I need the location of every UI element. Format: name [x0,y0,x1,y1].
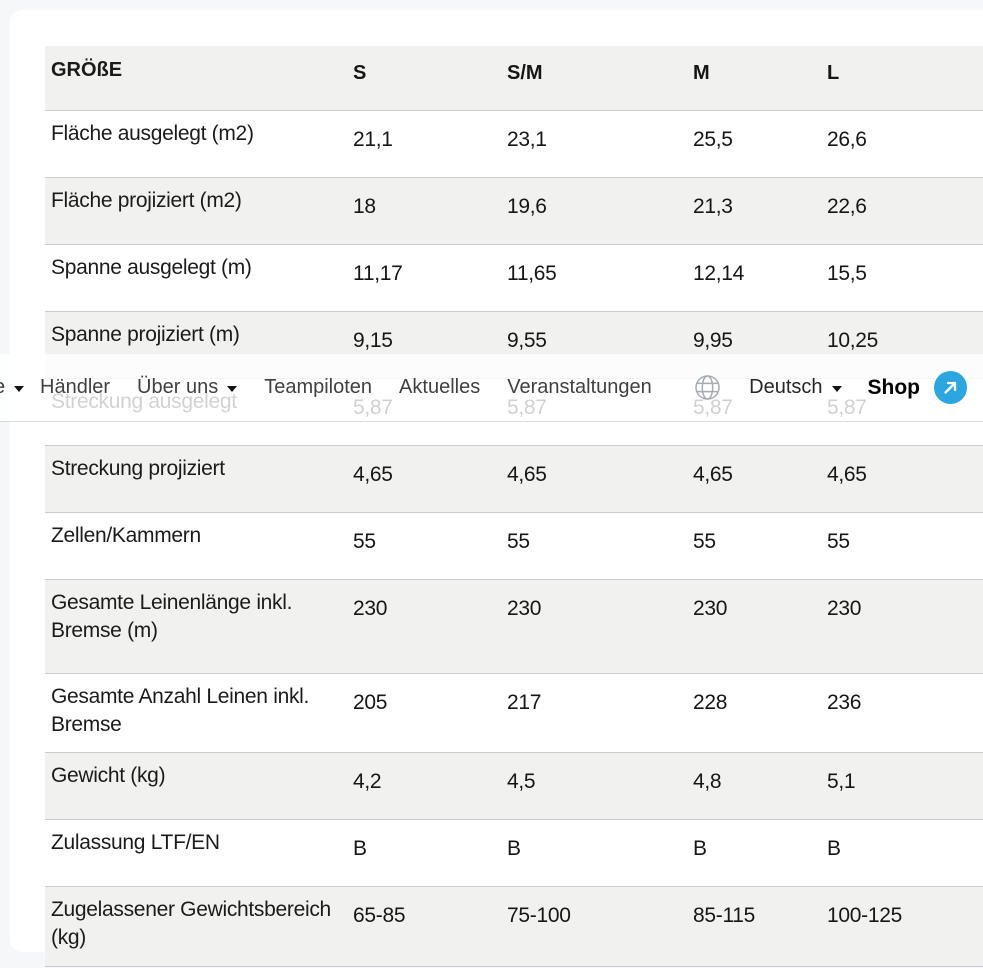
specifications-table: GRÖßE S S/M M L Fläche ausgelegt (m2) 21… [45,46,983,967]
nav-item-label: Aktuelles [399,376,481,398]
cell-value: 21,3 [693,195,733,218]
cell-value: 10,25 [827,329,879,352]
nav-item-partial[interactable]: e [0,354,25,421]
column-header-m: M [693,62,710,84]
nav-item-label: Veranstaltungen [507,376,652,398]
chevron-down-icon [831,386,842,392]
shop-link[interactable]: Shop [867,371,967,404]
arrow-up-right-icon [944,381,957,394]
cell-value: B [353,837,367,860]
cell-value: 15,5 [827,262,867,285]
cell-value: 228 [693,691,728,714]
table-row: Fläche ausgelegt (m2) 21,1 23,1 25,5 26,… [45,110,983,177]
nav-item-partial-label: e [0,376,5,399]
row-label: Streckung projiziert [51,457,225,480]
cell-value: 230 [693,597,728,620]
cell-value: 55 [693,530,716,553]
cell-value: 230 [507,597,542,620]
nav-item-label: Über uns [137,376,219,398]
column-header-l: L [827,62,840,84]
language-label: Deutsch [749,376,823,398]
cell-value: 9,15 [353,329,393,352]
row-label: Zugelassener Gewichtsbereich (kg) [51,898,331,950]
cell-value: 217 [507,691,542,714]
chevron-down-icon [227,386,238,392]
nav-item-aktuelles[interactable]: Aktuelles [399,376,480,399]
table-row: Streckung projiziert 4,65 4,65 4,65 4,65 [45,445,983,512]
nav-item-teampiloten[interactable]: Teampiloten [264,376,372,399]
cell-value: 205 [353,691,388,714]
cell-value: 85-115 [693,904,756,927]
cell-value: 11,65 [507,262,557,285]
cell-value: 4,65 [507,463,547,486]
main-navigation-bar: e Händler Über uns Teampiloten Aktuelles… [0,354,983,422]
table-row: Gewicht (kg) 4,2 4,5 4,8 5,1 [45,752,983,819]
column-header-sm: S/M [507,62,543,84]
table-row: Zugelassener Gewichtsbereich (kg) 65-85 … [45,886,983,967]
cell-value: 4,5 [507,770,536,793]
row-label: Zellen/Kammern [51,524,201,547]
row-label: Gesamte Leinenlänge inkl. Bremse (m) [51,591,293,643]
row-label: Fläche ausgelegt (m2) [51,122,254,145]
cell-value: 4,8 [693,770,722,793]
language-selector[interactable]: Deutsch [749,376,842,399]
cell-value: 9,95 [693,329,733,352]
row-label: Gewicht (kg) [51,764,166,787]
cell-value: 4,65 [827,463,867,486]
cell-value: B [693,837,707,860]
nav-item-label: Händler [40,376,111,398]
table-row: Gesamte Anzahl Leinen inkl. Bremse 205 2… [45,673,983,752]
table-header-row: GRÖßE S S/M M L [45,46,983,110]
cell-value: 26,6 [827,128,867,151]
cell-value: 19,6 [507,195,547,218]
cell-value: B [827,837,841,860]
cell-value: 230 [827,597,862,620]
table-title: GRÖßE [51,59,123,81]
cell-value: 100-125 [827,904,902,927]
row-label: Spanne ausgelegt (m) [51,256,252,279]
row-label: Zulassung LTF/EN [51,831,220,854]
row-label: Spanne projiziert (m) [51,323,240,346]
nav-item-veranstaltungen[interactable]: Veranstaltungen [507,376,652,399]
cell-value: 55 [507,530,530,553]
table-row: Spanne ausgelegt (m) 11,17 11,65 12,14 1… [45,244,983,311]
cell-value: 18 [353,195,376,218]
cell-value: 65-85 [353,904,406,927]
nav-right-group: Deutsch Shop [692,371,983,404]
cell-value: 22,6 [827,195,867,218]
cell-value: 75-100 [507,904,571,927]
column-header-s: S [353,62,367,84]
globe-icon[interactable] [692,372,723,403]
cell-value: 55 [353,530,376,553]
nav-left-group: Händler Über uns Teampiloten Aktuelles V… [0,376,652,399]
row-label: Gesamte Anzahl Leinen inkl. Bremse [51,685,310,737]
cell-value: 9,55 [507,329,547,352]
cell-value: 55 [827,530,850,553]
cell-value: 4,65 [353,463,393,486]
nav-item-label: Teampiloten [264,376,373,398]
table-row: Gesamte Leinenlänge inkl. Bremse (m) 230… [45,579,983,673]
cell-value: 11,17 [353,262,403,285]
nav-item-ueber-uns[interactable]: Über uns [137,376,238,399]
cell-value: 4,2 [353,770,382,793]
shop-label: Shop [867,375,921,399]
cell-value: 230 [353,597,388,620]
cell-value: 4,65 [693,463,733,486]
cell-value: 12,14 [693,262,745,285]
row-label: Fläche projiziert (m2) [51,189,242,212]
table-row: Zellen/Kammern 55 55 55 55 [45,512,983,579]
cell-value: B [507,837,521,860]
content-card: GRÖßE S S/M M L Fläche ausgelegt (m2) 21… [10,10,983,967]
nav-item-haendler[interactable]: Händler [40,376,110,399]
chevron-down-icon [14,386,25,392]
table-row: Zulassung LTF/EN B B B B [45,819,983,886]
table-row: Fläche projiziert (m2) 18 19,6 21,3 22,6 [45,177,983,244]
cell-value: 23,1 [507,128,547,151]
cell-value: 5,1 [827,770,856,793]
cell-value: 236 [827,691,862,714]
shop-button[interactable] [934,371,967,404]
cell-value: 25,5 [693,128,733,151]
cell-value: 21,1 [353,128,393,151]
